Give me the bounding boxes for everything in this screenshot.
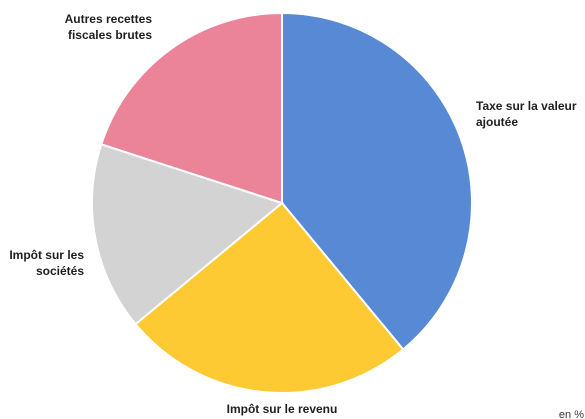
slice-label-line: ajoutée bbox=[476, 115, 518, 129]
slice-label-line: Taxe sur la valeur bbox=[476, 99, 577, 113]
pie-slice-imp-t-sur-le-revenu bbox=[134, 201, 405, 394]
pie-slice-imp-t-sur-les-soci-t-s bbox=[91, 143, 285, 326]
slice-label-line: Impôt sur les bbox=[9, 248, 84, 262]
slice-label: Taxe sur la valeur ajoutée bbox=[476, 99, 577, 129]
pie-slice-taxe-sur-la-valeur-ajout-e bbox=[281, 11, 473, 351]
slice-label-line: Autres recettes bbox=[65, 12, 153, 26]
unit-label: en % bbox=[559, 409, 584, 419]
slice-label: Impôt sur les sociétés bbox=[9, 248, 84, 278]
slice-label-line: sociétés bbox=[36, 264, 84, 278]
pie-labels: Taxe sur la valeur ajoutée Impôt sur le re… bbox=[9, 12, 577, 416]
pie-slices bbox=[91, 11, 473, 394]
slice-label: Autres recettes fiscales brutes bbox=[65, 12, 153, 42]
slice-label: Impôt sur le revenu bbox=[227, 402, 338, 416]
slice-label-line: fiscales brutes bbox=[68, 28, 152, 42]
pie-slice-autres-recettes-fiscales-brutes bbox=[100, 11, 283, 205]
slice-label-line: Impôt sur le revenu bbox=[227, 402, 338, 416]
